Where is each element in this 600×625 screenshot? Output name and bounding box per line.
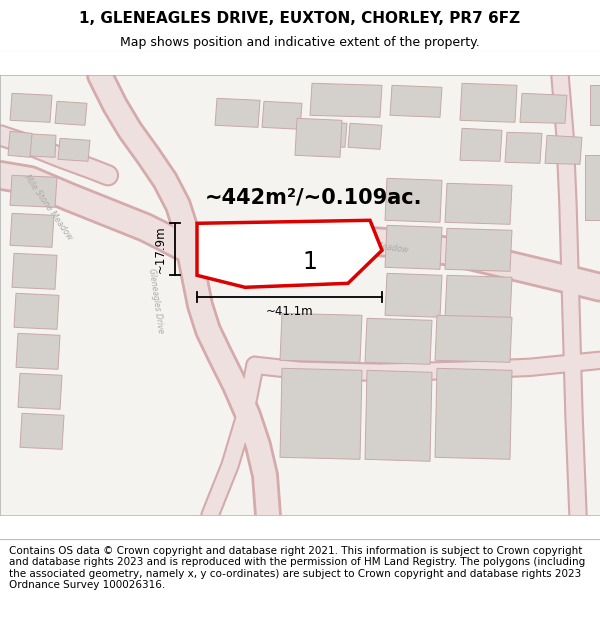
Polygon shape bbox=[215, 98, 260, 128]
Text: Mile Stone Meadow: Mile Stone Meadow bbox=[22, 173, 74, 242]
Polygon shape bbox=[55, 101, 87, 125]
Text: 1: 1 bbox=[302, 249, 317, 274]
Polygon shape bbox=[280, 313, 362, 362]
Polygon shape bbox=[435, 368, 512, 459]
Polygon shape bbox=[20, 413, 64, 449]
Polygon shape bbox=[262, 101, 302, 129]
Text: 1, GLENEAGLES DRIVE, EUXTON, CHORLEY, PR7 6FZ: 1, GLENEAGLES DRIVE, EUXTON, CHORLEY, PR… bbox=[79, 11, 521, 26]
Polygon shape bbox=[10, 175, 57, 208]
Polygon shape bbox=[12, 253, 57, 289]
Polygon shape bbox=[18, 373, 62, 409]
Polygon shape bbox=[365, 318, 432, 364]
Polygon shape bbox=[280, 368, 362, 459]
Polygon shape bbox=[16, 333, 60, 369]
Polygon shape bbox=[295, 118, 342, 158]
Polygon shape bbox=[8, 131, 32, 158]
Polygon shape bbox=[385, 225, 442, 269]
Polygon shape bbox=[310, 83, 382, 118]
Polygon shape bbox=[10, 213, 54, 248]
Text: ~442m²/~0.109ac.: ~442m²/~0.109ac. bbox=[205, 188, 422, 208]
Polygon shape bbox=[445, 228, 512, 271]
Text: Contains OS data © Crown copyright and database right 2021. This information is : Contains OS data © Crown copyright and d… bbox=[9, 546, 585, 591]
Text: Mile Stone Meadow: Mile Stone Meadow bbox=[331, 236, 409, 255]
Text: Gleneagles Drive: Gleneagles Drive bbox=[147, 268, 165, 333]
Text: Map shows position and indicative extent of the property.: Map shows position and indicative extent… bbox=[120, 36, 480, 49]
Polygon shape bbox=[385, 178, 442, 222]
Polygon shape bbox=[590, 85, 600, 125]
Polygon shape bbox=[390, 85, 442, 118]
Polygon shape bbox=[460, 128, 502, 161]
Polygon shape bbox=[505, 132, 542, 163]
Polygon shape bbox=[445, 183, 512, 224]
Polygon shape bbox=[197, 220, 382, 288]
Polygon shape bbox=[520, 93, 567, 123]
Polygon shape bbox=[58, 138, 90, 161]
Polygon shape bbox=[460, 83, 517, 122]
Polygon shape bbox=[365, 370, 432, 461]
Polygon shape bbox=[14, 293, 59, 329]
Polygon shape bbox=[445, 275, 512, 319]
Polygon shape bbox=[385, 273, 442, 318]
Polygon shape bbox=[310, 121, 347, 148]
Text: ~41.1m: ~41.1m bbox=[266, 305, 313, 318]
Polygon shape bbox=[18, 133, 56, 158]
Polygon shape bbox=[348, 123, 382, 149]
Polygon shape bbox=[435, 315, 512, 362]
Polygon shape bbox=[585, 155, 600, 220]
Text: ~17.9m: ~17.9m bbox=[154, 226, 167, 273]
Polygon shape bbox=[10, 93, 52, 122]
Polygon shape bbox=[545, 135, 582, 164]
